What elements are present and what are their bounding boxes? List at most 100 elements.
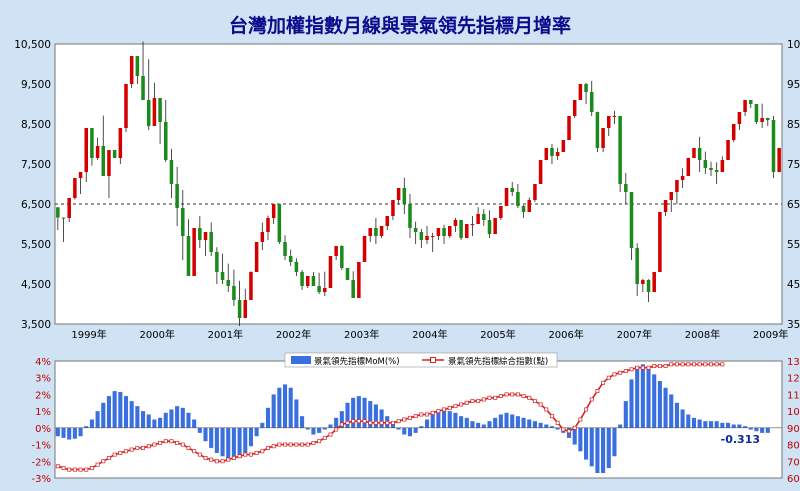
legend-line-marker bbox=[430, 357, 436, 363]
index-marker bbox=[175, 440, 180, 445]
legend-bar-label: 景氣領先指標MoM(%) bbox=[314, 356, 400, 367]
index-markers bbox=[55, 362, 725, 472]
index-marker bbox=[515, 392, 520, 397]
bottom-right-tick-label: 90 bbox=[787, 424, 800, 435]
mom-bar bbox=[748, 427, 753, 430]
index-marker bbox=[118, 450, 123, 455]
mom-bar bbox=[220, 427, 225, 457]
index-marker bbox=[601, 380, 606, 385]
candle-body bbox=[209, 232, 213, 252]
mom-bar bbox=[175, 406, 180, 428]
candle-body bbox=[487, 220, 492, 234]
y-left-tick-label: 3,500 bbox=[21, 319, 51, 331]
index-marker bbox=[368, 420, 373, 425]
index-marker bbox=[686, 362, 691, 367]
mom-bar bbox=[725, 422, 731, 428]
candle-body bbox=[215, 252, 219, 272]
bottom-left-tick-label: 1% bbox=[35, 407, 51, 418]
mom-bar bbox=[186, 412, 191, 428]
candle-body bbox=[67, 198, 71, 218]
index-marker bbox=[214, 459, 219, 464]
mom-bar bbox=[231, 427, 236, 460]
candle-body bbox=[589, 92, 594, 112]
candle-body bbox=[692, 148, 696, 158]
mom-bar bbox=[686, 414, 691, 428]
index-marker bbox=[697, 362, 702, 367]
candle-body bbox=[635, 248, 639, 284]
index-marker bbox=[623, 369, 628, 373]
index-marker bbox=[550, 414, 554, 419]
candle-body bbox=[675, 180, 679, 192]
candle-body bbox=[465, 224, 469, 238]
index-marker bbox=[61, 466, 66, 470]
candle-body bbox=[641, 280, 645, 284]
index-marker bbox=[612, 372, 617, 377]
candle-body bbox=[266, 218, 270, 232]
bottom-left-tick-label: 0% bbox=[35, 424, 51, 435]
candle-body bbox=[572, 100, 577, 116]
mom-bar bbox=[663, 387, 668, 428]
index-marker bbox=[589, 397, 594, 402]
candle-body bbox=[567, 116, 571, 140]
candle-body bbox=[254, 242, 259, 272]
candle-body bbox=[504, 188, 509, 206]
mom-bar bbox=[765, 427, 770, 433]
mom-bar bbox=[413, 427, 418, 433]
candle-body bbox=[101, 146, 106, 176]
mom-bar bbox=[589, 427, 594, 467]
legend-bar-swatch bbox=[291, 356, 311, 364]
candle-body bbox=[328, 256, 333, 288]
index-marker bbox=[635, 365, 640, 370]
candle-body bbox=[493, 218, 497, 234]
mom-bar bbox=[112, 391, 117, 428]
x-tick-label: 2000年 bbox=[140, 328, 175, 341]
mom-bar bbox=[691, 417, 697, 428]
mom-bar bbox=[510, 414, 515, 428]
candle-body bbox=[305, 276, 310, 286]
y-right-tick-label: 85 bbox=[787, 119, 800, 131]
mom-bar bbox=[521, 417, 526, 428]
index-marker bbox=[527, 395, 532, 400]
candle-body bbox=[646, 280, 651, 292]
mom-bar bbox=[544, 424, 549, 428]
index-marker bbox=[629, 367, 634, 372]
candle-body bbox=[391, 200, 395, 216]
candle-body bbox=[766, 118, 770, 120]
candle-body bbox=[84, 128, 88, 172]
mom-bar bbox=[328, 424, 333, 428]
bottom-right-tick-label: 130 bbox=[787, 357, 800, 368]
index-marker bbox=[300, 442, 305, 447]
mom-bar bbox=[265, 407, 271, 428]
candle-body bbox=[277, 204, 282, 242]
index-marker bbox=[413, 414, 418, 419]
index-marker bbox=[220, 459, 225, 464]
candle-body bbox=[544, 148, 549, 160]
candle-body bbox=[459, 220, 463, 238]
mom-bar bbox=[368, 401, 373, 428]
mom-bar bbox=[595, 427, 600, 473]
candle-body bbox=[141, 76, 145, 100]
index-marker bbox=[646, 365, 651, 370]
index-marker bbox=[84, 467, 89, 472]
index-marker bbox=[192, 449, 197, 454]
y-right-tick-label: 55 bbox=[787, 239, 800, 251]
legend-line-label: 景氣領先指標綜合指數(點) bbox=[448, 356, 548, 367]
index-marker bbox=[203, 455, 208, 460]
mom-bar bbox=[334, 417, 339, 428]
index-marker bbox=[470, 399, 475, 404]
candle-body bbox=[294, 262, 299, 272]
x-tick-label: 1999年 bbox=[71, 328, 106, 341]
mom-bar bbox=[95, 411, 100, 428]
mom-bar bbox=[152, 419, 157, 428]
candle-body bbox=[607, 116, 611, 128]
index-marker bbox=[669, 362, 674, 367]
mom-bar bbox=[424, 419, 430, 428]
mom-bar bbox=[606, 427, 611, 468]
mom-bar bbox=[101, 402, 106, 428]
candle-body bbox=[686, 158, 691, 176]
index-marker bbox=[305, 442, 310, 447]
y-right-tick-label: 65 bbox=[787, 199, 800, 211]
bottom-right-tick-label: 100 bbox=[787, 407, 800, 418]
mom-bar bbox=[430, 414, 435, 428]
index-marker bbox=[385, 420, 390, 425]
